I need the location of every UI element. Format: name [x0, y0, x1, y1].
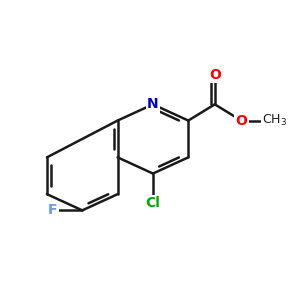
Text: N: N [147, 98, 159, 111]
Text: F: F [48, 203, 58, 218]
Text: O: O [235, 114, 247, 128]
Text: O: O [209, 68, 221, 82]
Text: CH$_3$: CH$_3$ [262, 113, 287, 128]
Text: Cl: Cl [146, 196, 160, 210]
